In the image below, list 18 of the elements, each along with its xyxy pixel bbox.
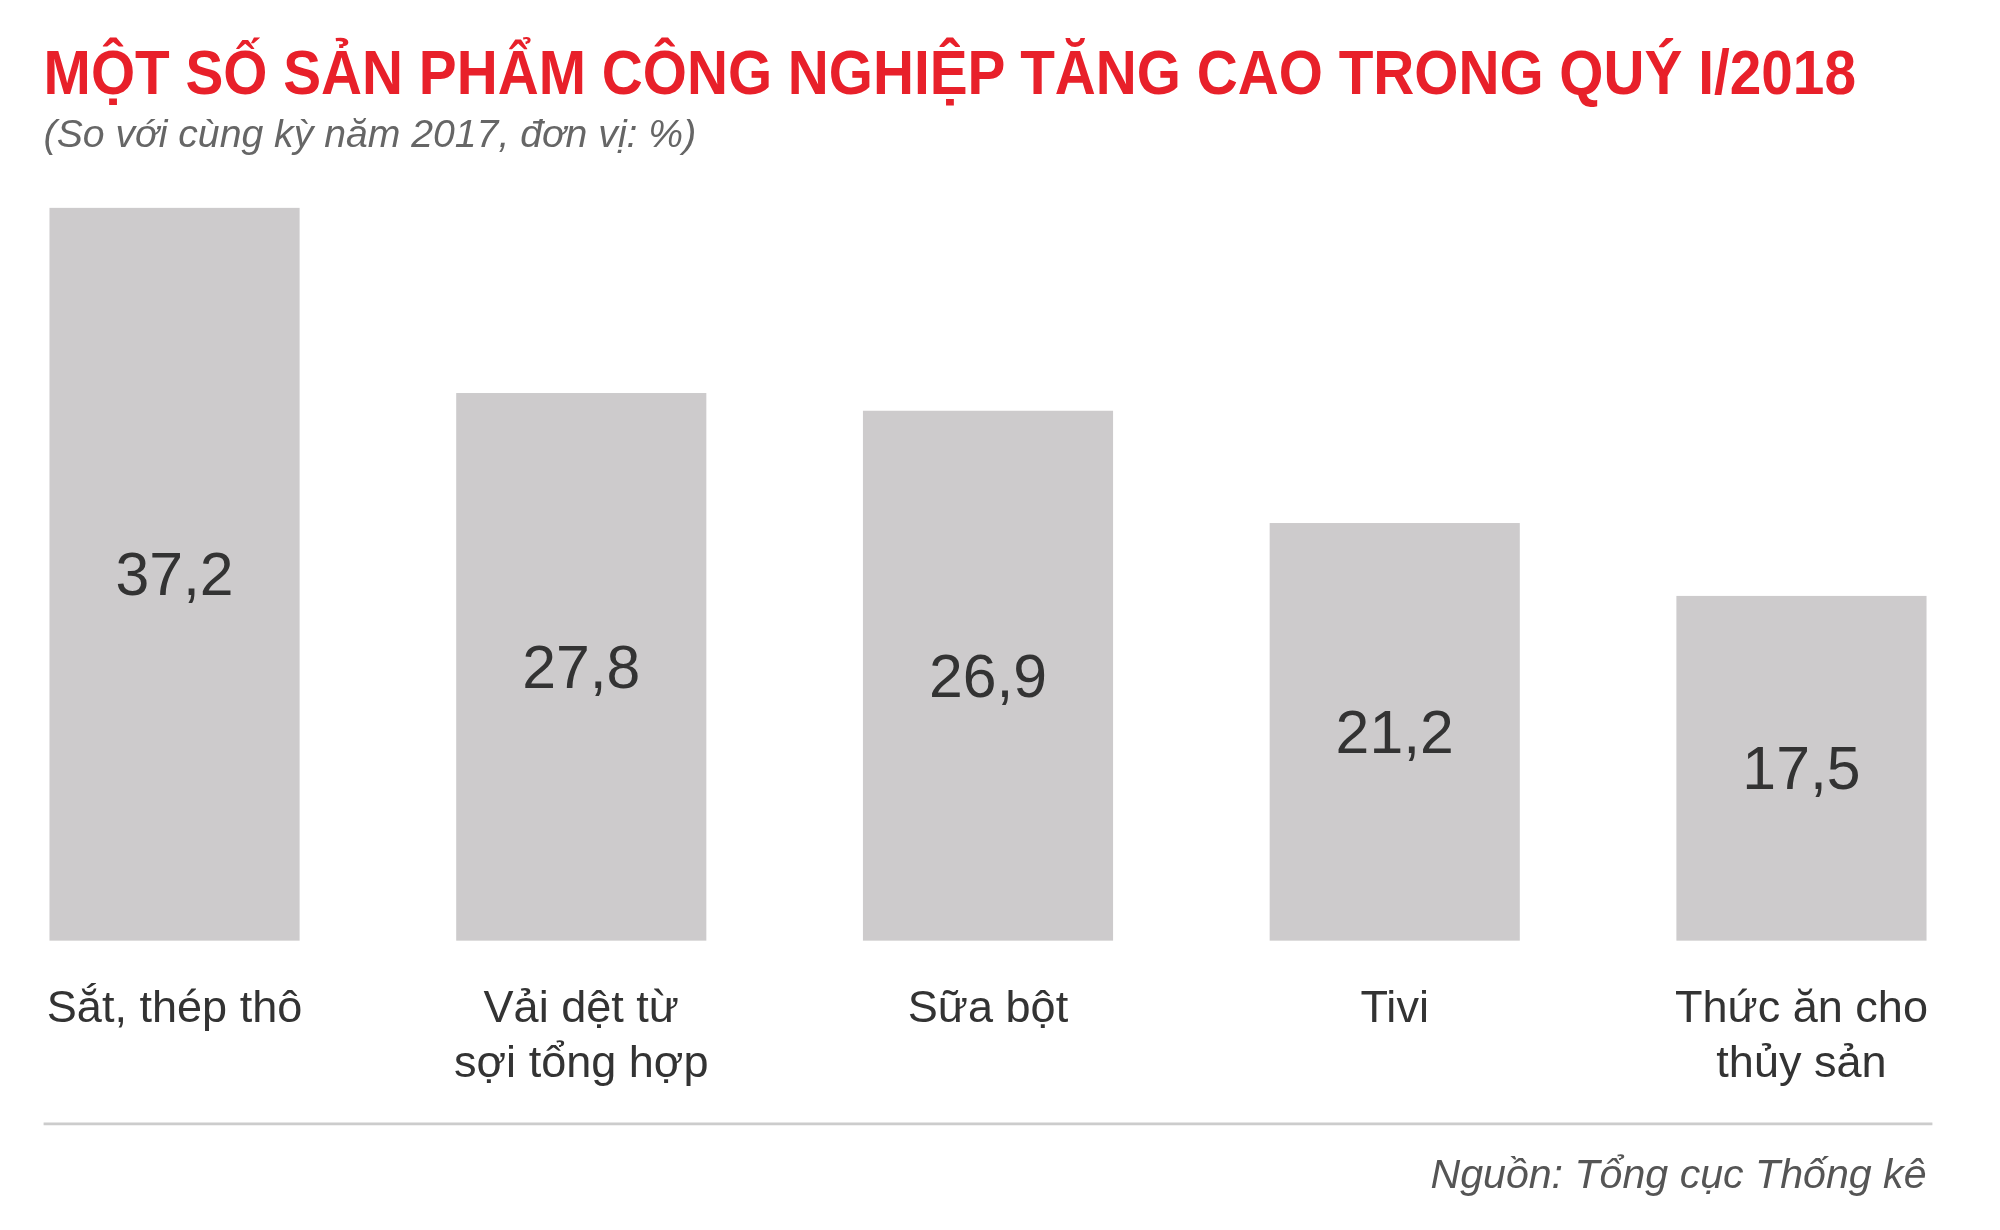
data-label: 37,2 — [115, 540, 234, 609]
x-tick-label: Sữa bột — [907, 980, 1069, 1032]
data-label: 26,9 — [928, 641, 1048, 710]
data-label: 27,8 — [522, 632, 641, 701]
text: Nguồn: Tổng cục Thống kê — [1430, 1151, 1927, 1198]
data-label: 21,2 — [1335, 697, 1454, 766]
bar — [49, 207, 300, 941]
data-label: 17,5 — [1742, 734, 1861, 803]
x-tick-label: Sắt, thép thô — [46, 980, 303, 1032]
bar — [1676, 595, 1927, 941]
bar — [1269, 523, 1520, 941]
bar — [862, 410, 1114, 941]
x-tick-label: Vải dệt từ sợi tổng hợp — [454, 980, 709, 1087]
chart-subtitle: (So với cùng kỳ năm 2017, đơn vị: %) — [43, 112, 697, 156]
bar — [456, 393, 707, 941]
chart-title: MỘT SỐ SẢN PHẨM CÔNG NGHIỆP TĂNG CAO TRONG QUÝ I/2018 — [43, 37, 1856, 108]
x-tick-label: Tivi — [1360, 980, 1429, 1032]
x-tick-label: Thức ăn cho thủy sản — [1674, 980, 1928, 1087]
